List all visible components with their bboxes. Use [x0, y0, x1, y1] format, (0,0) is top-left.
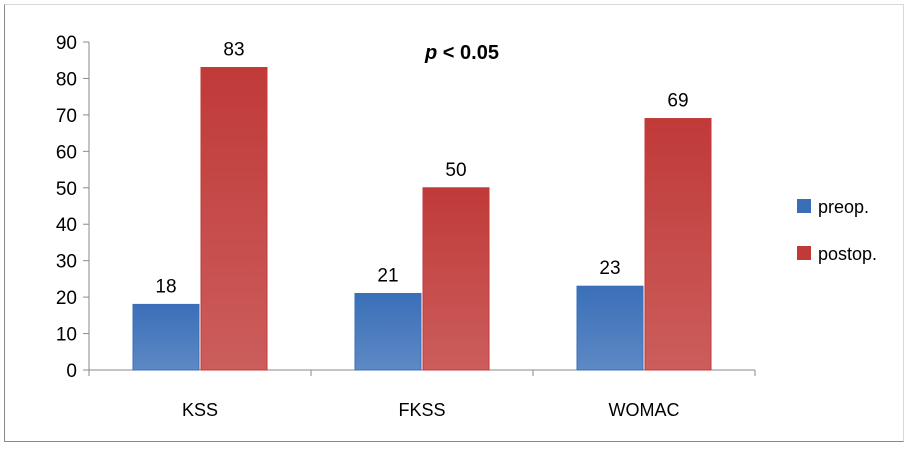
y-tick-label: 50 [56, 179, 77, 200]
bar-postop-fkss [422, 187, 490, 371]
data-label: 50 [445, 160, 466, 181]
y-tick-label: 0 [66, 361, 77, 382]
legend: preop. postop. [797, 197, 877, 264]
data-label: 21 [377, 265, 398, 286]
data-label: 83 [223, 40, 244, 61]
data-label: 23 [599, 258, 620, 279]
x-tick-label: WOMAC [609, 400, 680, 420]
x-tick-label: KSS [182, 400, 218, 420]
y-tick-label: 40 [56, 215, 77, 236]
y-tick-label: 70 [56, 106, 77, 127]
y-tick-label: 20 [56, 288, 77, 309]
chart-frame [4, 4, 904, 442]
x-axis: KSS FKSS WOMAC [88, 369, 756, 420]
y-tick-label: 10 [56, 325, 77, 346]
legend-label: preop. [818, 197, 869, 217]
bar-postop-kss [200, 67, 268, 371]
data-label: 18 [155, 276, 176, 297]
bars [132, 67, 712, 371]
annotation-p: p [424, 42, 437, 64]
y-tick-label: 90 [56, 33, 77, 54]
significance-annotation: p < 0.05 [424, 42, 499, 64]
data-label: 69 [667, 91, 688, 112]
data-labels: 18 21 23 83 50 69 [155, 40, 688, 298]
y-axis: 0 10 20 30 40 50 60 70 80 90 [56, 33, 90, 382]
y-tick-label: 30 [56, 252, 77, 273]
bar-preop-kss [132, 303, 200, 371]
bar-preop-fkss [354, 292, 422, 371]
bar-preop-womac [576, 285, 644, 371]
legend-swatch [797, 246, 811, 260]
x-tick-label: FKSS [398, 400, 445, 420]
bar-postop-womac [644, 118, 712, 371]
y-tick-label: 60 [56, 142, 77, 163]
legend-label: postop. [818, 244, 877, 264]
y-tick-label: 80 [56, 69, 77, 90]
legend-swatch [797, 199, 811, 213]
annotation-text: < 0.05 [437, 42, 499, 64]
